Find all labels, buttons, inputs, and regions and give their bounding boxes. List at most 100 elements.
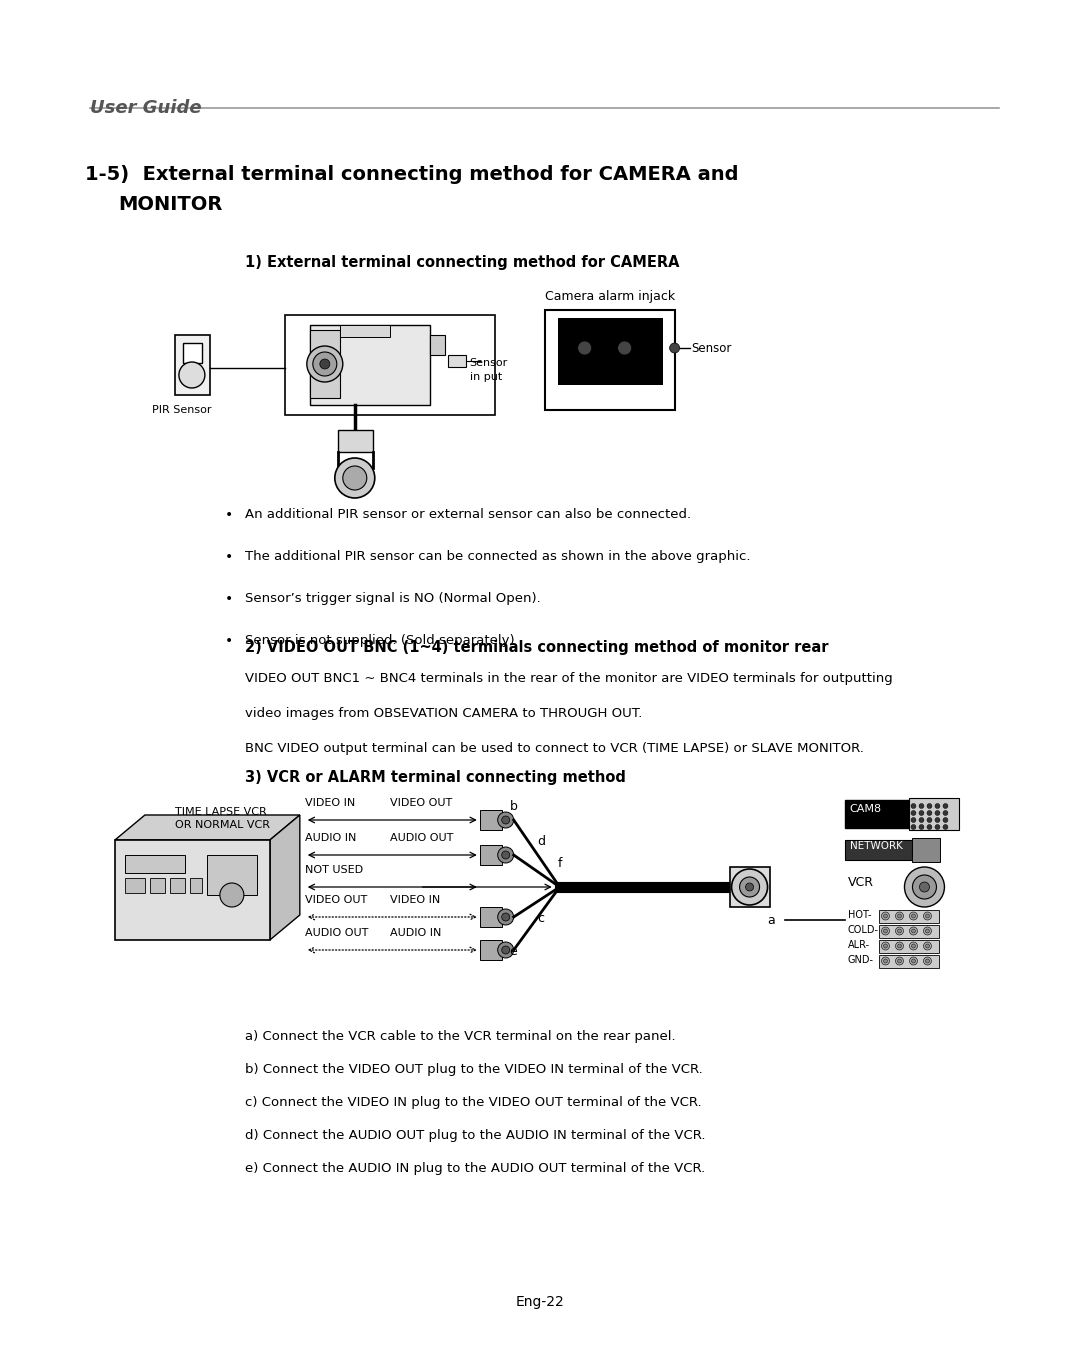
Text: VIDEO OUT: VIDEO OUT: [305, 896, 367, 905]
Text: e) Connect the AUDIO IN plug to the AUDIO OUT terminal of the VCR.: e) Connect the AUDIO IN plug to the AUDI…: [245, 1162, 705, 1175]
Circle shape: [926, 944, 930, 949]
Bar: [845, 840, 913, 860]
Circle shape: [578, 341, 592, 356]
Bar: [879, 940, 940, 953]
Circle shape: [897, 930, 902, 934]
Circle shape: [895, 927, 904, 935]
Circle shape: [740, 877, 759, 897]
Circle shape: [919, 817, 924, 822]
Circle shape: [919, 825, 924, 829]
Text: AUDIO OUT: AUDIO OUT: [390, 833, 454, 843]
Circle shape: [923, 927, 931, 935]
Bar: [913, 839, 941, 862]
Text: 3) VCR or ALARM terminal connecting method: 3) VCR or ALARM terminal connecting meth…: [245, 769, 625, 784]
Circle shape: [919, 882, 930, 892]
Text: VCR: VCR: [848, 877, 874, 889]
Text: 1-5)  External terminal connecting method for CAMERA and: 1-5) External terminal connecting method…: [85, 166, 739, 185]
Circle shape: [335, 459, 375, 498]
Text: 1) External terminal connecting method for CAMERA: 1) External terminal connecting method f…: [245, 255, 679, 270]
Circle shape: [909, 942, 918, 950]
Bar: [730, 867, 770, 906]
Circle shape: [731, 868, 768, 905]
Circle shape: [935, 825, 940, 829]
Text: VIDEO IN: VIDEO IN: [305, 798, 355, 807]
Circle shape: [943, 817, 948, 822]
Circle shape: [926, 915, 930, 917]
Circle shape: [897, 915, 902, 917]
Circle shape: [910, 825, 916, 829]
Text: ALR-: ALR-: [848, 940, 869, 950]
Circle shape: [895, 912, 904, 920]
Text: OR NORMAL VCR: OR NORMAL VCR: [175, 820, 270, 830]
Circle shape: [919, 810, 924, 816]
Circle shape: [912, 959, 916, 963]
Circle shape: [910, 810, 916, 816]
Circle shape: [883, 915, 888, 917]
Bar: [114, 840, 270, 940]
Circle shape: [881, 927, 890, 935]
Text: •: •: [225, 508, 233, 522]
Circle shape: [943, 810, 948, 816]
Text: Sensor: Sensor: [691, 342, 732, 354]
Circle shape: [923, 912, 931, 920]
Circle shape: [926, 959, 930, 963]
Circle shape: [913, 875, 936, 898]
Circle shape: [498, 942, 514, 958]
Bar: [338, 430, 373, 452]
Circle shape: [943, 825, 948, 829]
Bar: [480, 845, 502, 864]
Bar: [480, 810, 502, 830]
Text: b: b: [510, 801, 517, 813]
Text: NOT USED: NOT USED: [305, 864, 363, 875]
Circle shape: [881, 912, 890, 920]
Circle shape: [502, 851, 510, 859]
Circle shape: [910, 803, 916, 809]
Circle shape: [745, 883, 754, 892]
Text: AUDIO IN: AUDIO IN: [390, 928, 441, 938]
Circle shape: [883, 959, 888, 963]
Text: CAM8: CAM8: [850, 803, 881, 814]
Circle shape: [883, 944, 888, 949]
Bar: [557, 364, 663, 385]
Circle shape: [670, 343, 679, 353]
Bar: [879, 955, 940, 968]
Circle shape: [926, 930, 930, 934]
Text: Eng-22: Eng-22: [515, 1295, 564, 1310]
Text: •: •: [225, 550, 233, 565]
Text: An additional PIR sensor or external sensor can also be connected.: An additional PIR sensor or external sen…: [245, 508, 691, 521]
Circle shape: [912, 944, 916, 949]
Text: PIR Sensor: PIR Sensor: [152, 404, 212, 415]
Circle shape: [927, 825, 932, 829]
Bar: [544, 309, 675, 410]
Bar: [845, 801, 909, 828]
Wedge shape: [585, 318, 613, 332]
Bar: [170, 878, 185, 893]
Circle shape: [935, 803, 940, 809]
Circle shape: [927, 810, 932, 816]
Circle shape: [910, 817, 916, 822]
Text: b) Connect the VIDEO OUT plug to the VIDEO IN terminal of the VCR.: b) Connect the VIDEO OUT plug to the VID…: [245, 1063, 703, 1076]
Text: Camera alarm injack: Camera alarm injack: [544, 290, 675, 303]
Text: video images from OBSEVATION CAMERA to THROUGH OUT.: video images from OBSEVATION CAMERA to T…: [245, 707, 643, 721]
Circle shape: [895, 942, 904, 950]
Text: f: f: [557, 858, 563, 870]
Wedge shape: [610, 318, 638, 332]
Text: Sensor’s trigger signal is NO (Normal Open).: Sensor’s trigger signal is NO (Normal Op…: [245, 592, 541, 605]
Text: Sensor is not supplied. (Sold separately): Sensor is not supplied. (Sold separately…: [245, 634, 514, 647]
Text: •: •: [225, 592, 233, 607]
Bar: [557, 318, 663, 364]
Circle shape: [919, 803, 924, 809]
Text: in put: in put: [470, 372, 502, 383]
Bar: [310, 330, 340, 398]
Text: AUDIO OUT: AUDIO OUT: [305, 928, 368, 938]
Circle shape: [927, 803, 932, 809]
Circle shape: [909, 912, 918, 920]
Bar: [190, 878, 202, 893]
Circle shape: [498, 909, 514, 925]
Circle shape: [502, 816, 510, 824]
Circle shape: [897, 959, 902, 963]
Bar: [340, 324, 390, 337]
Circle shape: [897, 944, 902, 949]
Text: Sensor: Sensor: [470, 358, 508, 368]
Bar: [480, 940, 502, 959]
